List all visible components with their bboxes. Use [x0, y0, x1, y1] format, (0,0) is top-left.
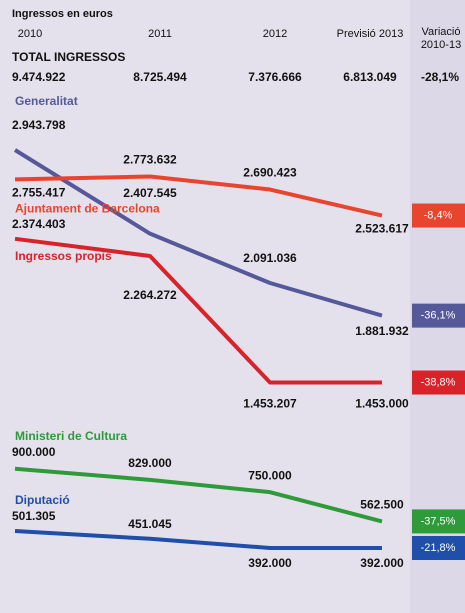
series-line: [14, 174, 383, 218]
value-label: 392.000: [360, 556, 404, 570]
value-label: 2.523.617: [355, 222, 409, 236]
series-line: [14, 236, 383, 385]
column-header: 2011: [148, 28, 172, 40]
value-label: 2.091.036: [243, 251, 297, 265]
value-label: 750.000: [248, 468, 292, 482]
total-value: 7.376.666: [248, 70, 302, 84]
value-label: 2.943.798: [12, 118, 66, 132]
series-line: [14, 528, 382, 550]
change-box: [412, 536, 465, 560]
total-label: TOTAL INGRESSOS: [12, 50, 125, 64]
series-name: Ajuntament de Barcelona: [15, 202, 160, 216]
total-value: 8.725.494: [133, 70, 187, 84]
title: Ingressos en euros: [12, 8, 113, 20]
value-label: 392.000: [248, 556, 292, 570]
value-label: 1.453.207: [243, 397, 297, 411]
change-label: -21,8%: [421, 542, 456, 554]
value-label: 900.000: [12, 445, 56, 459]
change-box: [412, 509, 465, 534]
series-name: Diputació: [15, 493, 70, 507]
change-label: -37,5%: [421, 515, 456, 527]
series-name: Generalitat: [15, 94, 78, 108]
value-label: 829.000: [128, 456, 172, 470]
value-label: 2.374.403: [12, 217, 66, 231]
value-label: 1.881.932: [355, 324, 409, 338]
change-box: [412, 203, 465, 228]
value-label: 2.755.417: [12, 186, 66, 200]
series-line: [13, 148, 383, 318]
total-value: 9.474.922: [12, 70, 66, 84]
value-label: 2.407.545: [123, 186, 177, 200]
change-box: [412, 370, 465, 395]
change-label: -8,4%: [424, 209, 453, 221]
column-header: 2012: [263, 28, 287, 40]
change-box: [412, 303, 465, 328]
change-label: -38,8%: [421, 376, 456, 388]
column-header: Previsió 2013: [337, 28, 404, 40]
total-change: -28,1%: [421, 70, 459, 84]
value-label: 562.500: [360, 498, 404, 512]
value-label: 2.690.423: [243, 166, 297, 180]
value-label: 2.773.632: [123, 153, 177, 167]
column-header: 2010: [18, 28, 42, 40]
series-name: Ingressos propis: [15, 249, 112, 263]
series-line: [14, 466, 383, 524]
total-value: 6.813.049: [343, 70, 397, 84]
change-label: -36,1%: [421, 310, 456, 322]
value-label: 2.264.272: [123, 288, 177, 302]
value-label: 451.045: [128, 517, 172, 531]
change-header: Variació 2010-13: [420, 26, 462, 51]
series-name: Ministeri de Cultura: [15, 429, 127, 443]
value-label: 1.453.000: [355, 397, 409, 411]
value-label: 501.305: [12, 509, 56, 523]
